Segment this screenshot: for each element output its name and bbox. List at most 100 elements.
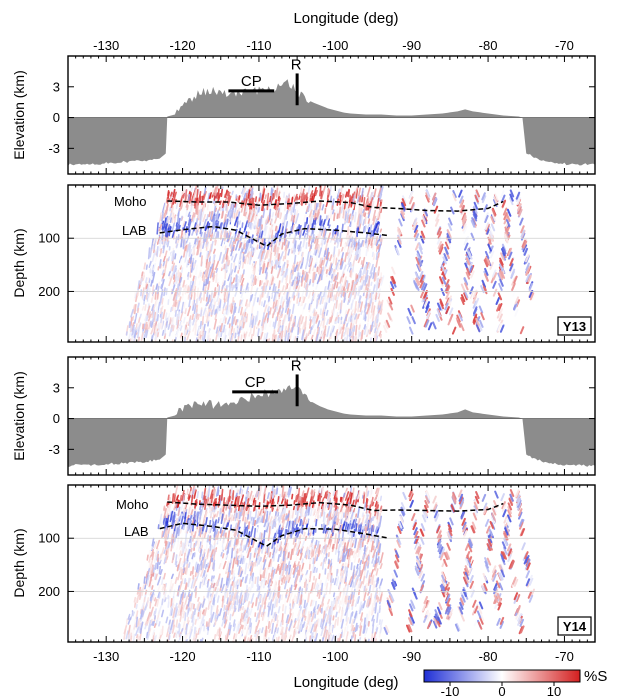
depth-1-heat-streak [259,327,263,339]
depth-1-heat-streak [266,338,269,342]
depth-1-heat-streak [460,294,466,303]
depth-1-heat-streak [205,302,208,307]
depth-1-heat-streak [275,226,279,234]
depth-1-heat-streak [331,205,334,211]
depth-1-heat-streak [277,296,280,306]
depth-1-heat-streak [490,250,495,259]
depth-1-heat-streak [311,272,315,283]
depth-1-heat-streak [215,267,219,274]
depth-1-heat-streak [275,316,278,323]
depth-1-heat-streak [281,242,284,250]
depth-2-heat-streak [300,569,304,575]
depth-1-heat-streak [237,336,240,342]
depth-1-heat-streak [356,213,361,225]
depth-1-heat-streak [344,210,348,221]
depth-1-heat-streak [281,238,285,244]
depth-1-heat-streak [373,188,377,198]
depth-1-heat-streak [498,308,504,317]
depth-1-heat-streak [398,218,403,227]
depth-1-heat-streak [179,325,183,332]
depth-2-heat-streak [239,494,244,506]
depth-1-heat-streak [332,304,337,316]
depth-1-heat-streak [168,212,172,220]
depth-2-heat-streak [362,600,366,609]
depth-1-heat-streak [143,294,146,302]
depth-1-heat-streak [306,195,311,205]
depth-1-heat-streak [194,253,197,260]
depth-1-heat-streak [460,205,465,214]
depth-1-heat-streak [346,280,349,290]
depth-2-heat-streak [238,554,241,560]
depth-1-heat-streak [131,324,135,332]
depth-1-heat-streak [175,313,179,326]
depth-1-heat-streak [433,205,439,214]
depth-1-heat-streak [268,262,271,267]
depth-1-heat-streak [459,199,464,208]
depth-1-heat-streak [260,237,264,248]
depth-1-heat-streak [166,203,169,209]
depth-1-heat-streak [445,306,450,315]
depth-2-heat-streak [368,512,372,523]
depth-1-heat-streak [299,298,304,307]
depth-1-heat-streak [301,321,306,330]
depth-1-heat-streak [165,240,168,246]
depth-1-heat-streak [237,326,242,335]
depth-1-heat-streak [483,286,488,295]
depth-1-heat-streak [192,299,196,311]
depth-1-heat-streak [174,309,177,317]
depth-1-heat-streak [182,239,185,248]
depth-1-heat-streak [226,300,229,311]
depth-1-heat-streak [279,327,282,334]
depth-2-heat-streak [288,596,292,604]
depth-1-heat-streak [420,231,426,240]
depth-2-heat-streak [293,618,297,623]
depth-1-heat-streak [343,314,348,325]
depth-1-heat-streak [372,209,377,221]
depth-1-heat-streak [146,305,151,316]
depth-2-heat-streak [242,510,246,522]
depth-1-heat-streak [180,236,183,248]
depth-1-heat-streak [459,195,464,204]
depth-1-heat-streak [158,223,163,232]
depth-2-heat-streak [316,509,320,519]
depth-2-heat-streak [154,562,157,570]
depth-1-heat-streak [337,292,341,297]
depth-1-heat-streak [345,332,348,337]
depth-1-heat-streak [388,296,393,305]
depth-1-heat-streak [439,251,445,260]
elevation-panel-2-frame [67,356,596,476]
depth-1-heat-streak [237,305,241,314]
depth-1-heat-streak [139,313,142,319]
depth-1-heat-streak [211,297,215,310]
depth-1-heat-streak [308,212,313,225]
depth-2-heat-streak [296,610,302,622]
depth-2-heat-streak [334,517,339,529]
depth-1-heat-streak [347,228,351,240]
depth-1-heat-streak [282,255,285,262]
depth-1-heat-streak [213,318,217,330]
depth-2-heat-streak [227,530,231,542]
depth-2-heat-streak [342,577,346,584]
depth-1-heat-streak [249,315,253,328]
top-x-tick-label: -130 [93,38,119,53]
depth-1-heat-streak [202,213,207,223]
depth-1-heat-streak [182,231,186,244]
depth-1-heat-streak [298,305,303,316]
depth-1-heat-streak [189,253,193,260]
depth-2-heat-streak [281,514,286,521]
depth-1-heat-streak [379,201,382,207]
depth-1-heat-streak [203,330,207,342]
depth-1-heat-streak [336,272,339,280]
depth-1-heat-streak [223,263,226,270]
depth-1-heat-streak [284,244,288,251]
depth-1-heat-streak [469,286,474,295]
depth-1-heat-streak [197,223,201,233]
depth-1-heat-streak [307,291,312,299]
depth-1-heat-streak [340,300,343,310]
depth-1-heat-streak [312,308,316,314]
depth-1-heat-streak [237,263,240,271]
depth-1-heat-streak [179,320,183,327]
depth-1-heat-streak [328,224,331,229]
depth-2-heat-streak [198,527,202,536]
depth-1-heat-streak [425,305,430,313]
